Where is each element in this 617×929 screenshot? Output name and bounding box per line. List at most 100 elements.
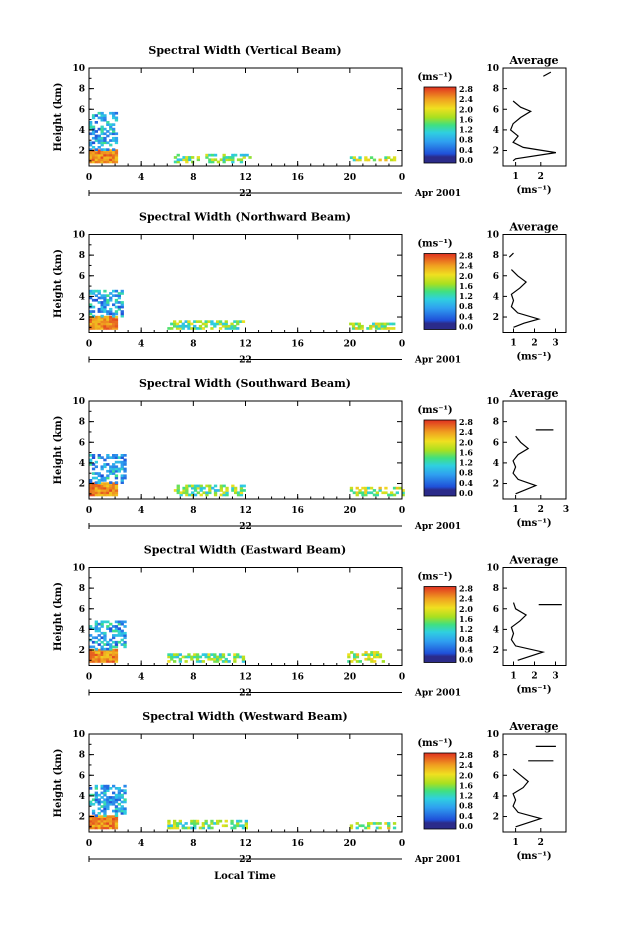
heatmap-cell [106,474,110,478]
panel-title: Spectral Width (Vertical Beam) [148,44,341,57]
heatmap-cell [109,315,113,319]
heatmap-cell [103,301,107,304]
heatmap-cell [218,655,223,659]
heatmap-cell [386,322,390,326]
heatmap-cell [97,481,101,484]
heatmap-cell [103,148,107,151]
heatmap-cell [112,314,116,318]
y-tick-label: 10 [72,231,85,241]
heatmap-cell [91,305,96,309]
heatmap-cell [353,657,357,661]
heatmap-cell [224,322,228,326]
heatmap-cell [228,158,232,162]
heatmap-cell [358,158,362,162]
heatmap-cell [94,298,98,302]
x-tick-label: 8 [190,673,196,683]
heatmap-cell [100,327,104,330]
y-tick-label: 2 [79,313,85,323]
colorbar-tick-label: 1.2 [459,624,473,634]
heatmap-cell [378,653,383,656]
heatmap-cell [364,826,368,830]
heatmap-cell [97,292,101,295]
heatmap-cell [392,822,397,825]
avg-y-tick-label: 10 [486,64,499,74]
heatmap-cell [198,324,203,328]
heatmap-cell [387,826,391,830]
heatmap-cell [213,493,218,497]
heatmap-cell [233,653,237,656]
heatmap-cell [103,458,107,462]
x-tick-label: 0 [86,506,92,516]
average-frame [502,400,567,500]
heatmap-cell [97,160,101,164]
heatmap-cell [392,486,397,490]
heatmap-cell [367,655,371,659]
heatmap-cell [205,491,209,495]
average-profile-segment [543,71,552,77]
beam-panel-2: Spectral Width (Southward Beam)0 4 8 12 16 20… [53,377,569,532]
heatmap-cell [358,491,362,495]
heatmap-cell [120,474,124,478]
heatmap-cell [94,822,98,825]
heatmap-cell [230,322,234,326]
heatmap-cell [112,151,116,155]
heatmap-cell [112,158,116,162]
heatmap-cell [216,655,220,659]
avg-x-tick-label: 2 [538,505,544,515]
heatmap-cell [347,660,351,663]
heatmap-cell [103,303,107,307]
heatmap-cell [94,121,98,124]
heatmap-cell [109,158,113,162]
heatmap-cell [179,491,183,495]
avg-y-tick-label: 2 [493,813,499,823]
heatmap-cell [221,324,226,328]
heatmap-cell [91,153,96,157]
heatmap-cell [170,655,174,659]
heatmap-cell [355,486,359,490]
avg-x-unit: (ms⁻¹) [516,352,551,363]
heatmap-cell [218,819,223,823]
heatmap-cell [89,318,93,321]
colorbar-unit: (ms⁻¹) [417,405,452,416]
y-tick-label: 6 [79,605,85,615]
heatmap-cell [195,327,200,330]
colorbar-tick-label: 2.8 [459,84,473,94]
heatmap-cell [114,657,119,661]
heatmap-cell [94,465,98,469]
heatmap-cell [221,653,226,656]
heatmap-cell [112,123,116,126]
heatmap-cell [106,456,110,459]
heatmap-cell [94,817,98,821]
heatmap-cell [94,800,98,804]
heatmap-cell [109,796,113,799]
heatmap-cell [91,812,96,815]
heatmap-cell [100,631,104,635]
avg-y-tick-label: 2 [493,313,499,323]
heatmap-frame [88,400,403,500]
heatmap-cell [224,824,228,828]
heatmap-cell [120,454,124,457]
x-tick-label: 8 [190,340,196,350]
heatmap-cell [361,824,365,828]
heatmap-cell [109,819,113,823]
heatmap-cell [109,139,113,142]
heatmap-cell [106,800,110,804]
heatmap-cell [97,156,101,159]
heatmap-cell [100,784,104,788]
heatmap-cell [241,824,246,828]
heatmap-cell [349,826,354,830]
heatmap-cell [170,824,174,828]
heatmap-cell [207,655,211,659]
heatmap-cell [97,802,101,806]
heatmap-cell [106,493,110,497]
heatmap-cell [112,645,116,649]
heatmap-cell [196,156,200,159]
heatmap-cell [375,493,379,497]
heatmap-cell [106,489,110,492]
heatmap-cell [120,629,124,633]
heatmap-cell [114,139,119,142]
heatmap-cell [218,653,223,656]
heatmap-cell [198,655,203,659]
x-axis-label: Local Time [214,871,276,882]
heatmap-cell [106,640,110,644]
